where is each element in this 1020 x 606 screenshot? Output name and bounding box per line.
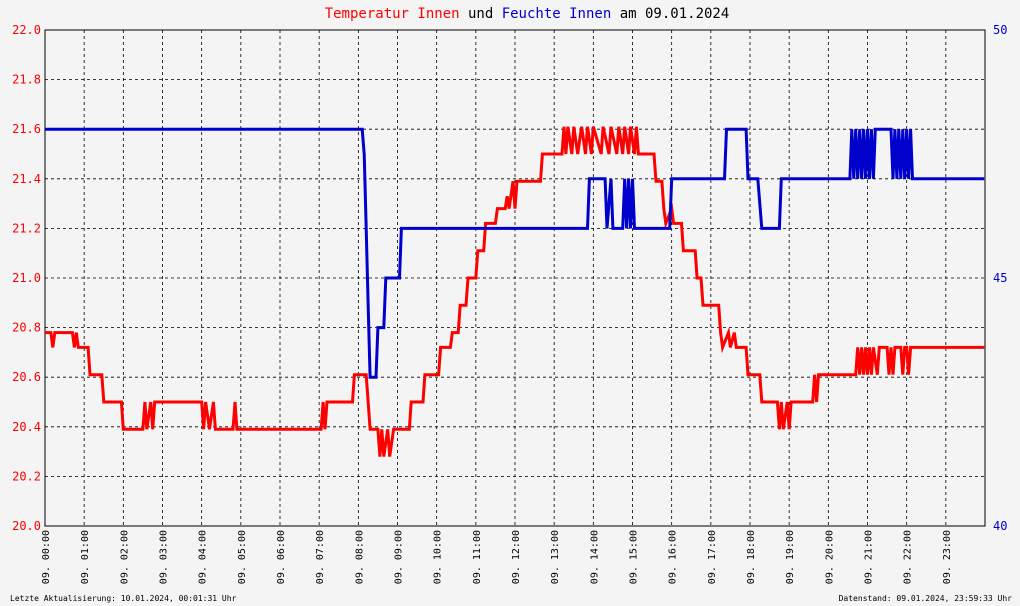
y-left-tick-label: 20.4 (12, 420, 41, 434)
y-left-tick-label: 21.0 (12, 271, 41, 285)
x-tick-label: 09. 10:00 (433, 530, 444, 584)
y-left-tick-label: 21.2 (12, 221, 41, 235)
x-tick-label: 09. 11:00 (472, 530, 483, 584)
x-tick-label: 09. 17:00 (707, 530, 718, 584)
y-right-tick-label: 45 (993, 271, 1007, 285)
y-left-tick-label: 22.0 (12, 23, 41, 37)
x-tick-label: 09. 03:00 (159, 530, 170, 584)
footer-data-status: Datenstand: 09.01.2024, 23:59:33 Uhr (839, 594, 1013, 603)
x-tick-label: 09. 15:00 (629, 530, 640, 584)
y-left-tick-label: 20.0 (12, 519, 41, 533)
x-tick-label: 09. 05:00 (237, 530, 248, 584)
x-tick-label: 09. 12:00 (511, 530, 522, 584)
x-tick-label: 09. 13:00 (550, 530, 561, 584)
y-left-tick-label: 21.6 (12, 122, 41, 136)
title-date: am 09.01.2024 (611, 6, 729, 22)
title-humidity: Feuchte Innen (502, 6, 612, 22)
x-tick-label: 09. 08:00 (354, 530, 365, 584)
title-and: und (460, 6, 502, 22)
y-right-tick-label: 40 (993, 519, 1007, 533)
x-tick-label: 09. 09:00 (394, 530, 405, 584)
x-tick-label: 09. 04:00 (198, 530, 209, 584)
y-left-tick-label: 20.6 (12, 370, 41, 384)
title-temperature: Temperatur Innen (325, 6, 460, 22)
y-left-tick-label: 21.8 (12, 73, 41, 87)
x-tick-label: 09. 14:00 (589, 530, 600, 584)
series (45, 126, 985, 457)
plot-frame (44, 29, 986, 527)
chart-title: Temperatur Innen und Feuchte Innen am 09… (325, 6, 730, 22)
footer-last-update: Letzte Aktualisierung: 10.01.2024, 00:01… (10, 594, 237, 603)
x-tick-label: 09. 01:00 (80, 530, 91, 584)
x-tick-label: 09. 22:00 (903, 530, 914, 584)
x-tick-label: 09. 16:00 (668, 530, 679, 584)
series-humidity-line (45, 127, 985, 379)
x-tick-label: 09. 23:00 (942, 530, 953, 584)
y-left-tick-label: 21.4 (12, 172, 41, 186)
x-tick-label: 09. 20:00 (824, 530, 835, 584)
x-tick-label: 09. 21:00 (864, 530, 875, 584)
y-left-tick-label: 20.8 (12, 321, 41, 335)
x-tick-label: 09. 06:00 (276, 530, 287, 584)
axes (44, 29, 986, 527)
tick-labels: 20.0 20.2 20.4 20.6 20.8 21.0 21.2 21.4 21.6 21.8… (12, 23, 1007, 584)
y-right-tick-label: 50 (993, 23, 1007, 37)
y-left-tick-label: 20.2 (12, 469, 41, 483)
x-tick-label: 09. 02:00 (119, 530, 130, 584)
x-tick-label: 09. 00:00 (41, 530, 52, 584)
series-temperature-line (45, 126, 985, 457)
x-tick-label: 09. 18:00 (746, 530, 757, 584)
x-tick-label: 09. 19:00 (785, 530, 796, 584)
x-tick-label: 09. 07:00 (315, 530, 326, 584)
